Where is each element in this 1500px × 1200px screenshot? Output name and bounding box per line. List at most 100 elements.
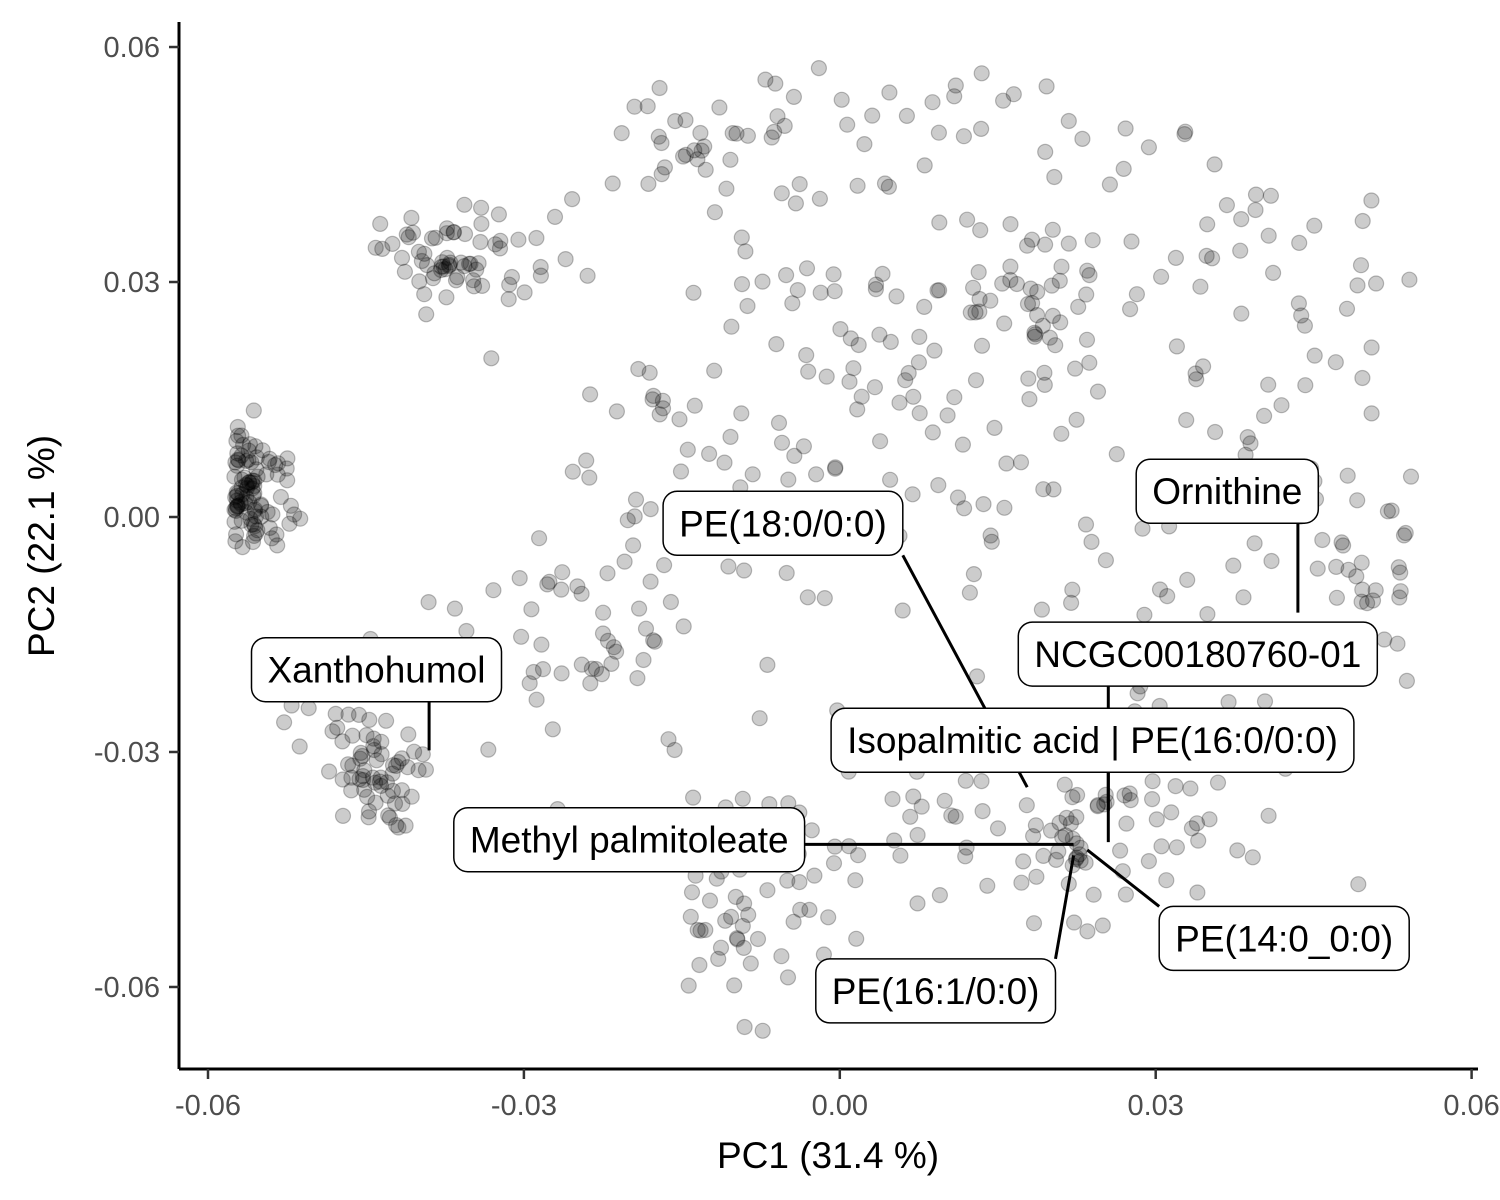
data-point — [892, 847, 909, 864]
data-point — [848, 930, 865, 947]
data-point — [594, 604, 612, 621]
data-point — [404, 224, 422, 241]
data-point — [733, 405, 750, 422]
data-point — [773, 434, 791, 451]
data-point — [440, 257, 458, 275]
data-point — [1354, 581, 1371, 598]
data-point — [1148, 811, 1165, 828]
data-point — [733, 276, 751, 293]
data-point — [850, 336, 867, 354]
data-point — [1052, 314, 1069, 331]
data-point — [1005, 86, 1022, 103]
data-point — [1306, 217, 1323, 234]
data-point — [700, 445, 718, 462]
data-point — [686, 397, 703, 414]
data-point — [491, 240, 509, 257]
data-point — [238, 452, 255, 469]
data-point — [722, 908, 740, 926]
data-point — [263, 530, 280, 547]
data-point — [734, 790, 751, 807]
data-point — [581, 469, 598, 486]
data-point — [1190, 832, 1207, 849]
data-point — [1023, 295, 1041, 312]
data-point — [563, 191, 581, 208]
data-point — [970, 264, 987, 281]
data-point — [1206, 156, 1223, 173]
y-tick-label: 0.06 — [104, 32, 160, 64]
data-point — [1367, 582, 1384, 599]
data-point — [961, 584, 979, 601]
data-point — [241, 474, 258, 491]
data-point — [583, 660, 601, 677]
data-point — [697, 921, 714, 939]
data-point — [1255, 407, 1273, 424]
data-point — [238, 489, 255, 506]
data-point — [1262, 187, 1280, 204]
data-point — [227, 502, 244, 519]
data-point — [939, 407, 956, 424]
data-point — [235, 436, 252, 453]
points-layer — [226, 59, 1420, 1039]
data-point — [386, 795, 404, 812]
data-point — [674, 148, 692, 165]
data-point — [233, 512, 250, 529]
data-point — [1182, 780, 1199, 797]
data-point — [786, 447, 803, 464]
data-point — [1260, 376, 1277, 393]
data-point — [229, 498, 246, 515]
data-point — [417, 761, 434, 778]
data-point — [770, 414, 788, 431]
data-point — [249, 522, 266, 539]
data-point — [243, 474, 260, 491]
data-point — [660, 731, 677, 748]
data-point — [1060, 112, 1077, 130]
data-point — [930, 477, 947, 494]
data-point — [394, 795, 411, 813]
data-point — [897, 372, 914, 389]
data-point — [1144, 773, 1161, 790]
data-point — [930, 282, 948, 299]
data-point — [1247, 186, 1265, 203]
data-point — [393, 750, 410, 767]
data-point — [593, 665, 611, 683]
data-point — [384, 782, 401, 800]
data-point — [233, 471, 251, 488]
data-point — [983, 533, 1000, 550]
data-point — [994, 275, 1011, 292]
data-point — [1077, 516, 1095, 533]
data-point — [866, 379, 884, 396]
data-point — [1047, 851, 1065, 869]
data-point — [228, 432, 245, 450]
data-point — [1084, 232, 1101, 249]
data-point — [716, 454, 733, 471]
data-point — [1094, 917, 1111, 934]
data-point — [785, 88, 803, 106]
data-point — [1098, 793, 1115, 811]
data-point — [650, 128, 667, 145]
data-point — [406, 743, 423, 760]
x-tick-label: 0.06 — [1443, 1090, 1499, 1122]
data-point — [677, 146, 695, 163]
data-point — [736, 1018, 753, 1036]
data-point — [1020, 370, 1037, 387]
data-point — [445, 224, 462, 241]
data-point — [230, 452, 247, 469]
data-point — [418, 306, 435, 323]
data-point — [924, 94, 941, 111]
data-point — [740, 906, 757, 924]
data-point — [276, 714, 293, 731]
data-point — [352, 750, 369, 767]
data-point — [689, 921, 706, 939]
data-point — [1018, 797, 1035, 814]
data-point — [888, 288, 905, 305]
data-point — [399, 759, 416, 776]
data-point — [246, 517, 263, 535]
data-point — [791, 873, 808, 891]
data-point — [1002, 258, 1019, 275]
data-point — [413, 252, 430, 270]
data-point — [777, 267, 795, 284]
data-point — [724, 125, 741, 142]
data-point — [229, 418, 246, 436]
data-point — [1036, 364, 1053, 381]
data-point — [227, 500, 244, 517]
